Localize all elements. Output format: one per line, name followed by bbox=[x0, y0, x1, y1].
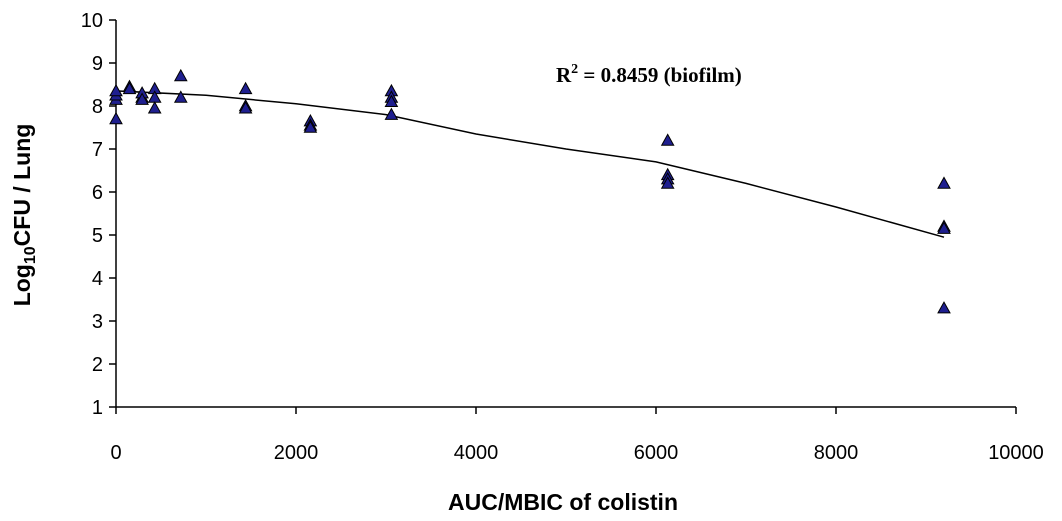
data-points bbox=[109, 68, 951, 314]
y-tick-label: 8 bbox=[92, 96, 103, 118]
data-point-triangle bbox=[660, 176, 675, 189]
data-point-triangle bbox=[122, 81, 137, 95]
y-tick-label: 7 bbox=[92, 139, 103, 161]
data-point-triangle bbox=[303, 120, 318, 133]
r-squared-superscript: 2 bbox=[571, 62, 578, 77]
data-point-triangle bbox=[384, 94, 399, 107]
x-axis-ticks: 0 2000 4000 6000 8000 10000 bbox=[110, 407, 1044, 464]
y-axis-title-rest: CFU / Lung bbox=[9, 124, 35, 247]
x-tick-label: 6000 bbox=[634, 442, 679, 464]
r-squared-annotation: R2 = 0.8459 (biofilm) bbox=[556, 62, 742, 87]
y-tick-label: 9 bbox=[92, 53, 103, 75]
data-point-triangle bbox=[238, 81, 253, 95]
data-point-triangle bbox=[135, 92, 149, 105]
y-tick-label: 2 bbox=[92, 354, 103, 376]
data-point-triangle bbox=[173, 90, 188, 103]
data-point-triangle bbox=[937, 176, 951, 189]
x-tick-label: 0 bbox=[110, 442, 121, 464]
x-axis-title: AUC/MBIC of colistin bbox=[448, 489, 678, 515]
x-tick-label: 2000 bbox=[274, 442, 319, 464]
data-point-triangle bbox=[660, 133, 675, 146]
y-tick-label: 1 bbox=[92, 397, 103, 419]
y-tick-label: 6 bbox=[92, 182, 103, 204]
data-point-triangle bbox=[384, 107, 399, 120]
y-axis-title-subscript: 10 bbox=[22, 246, 39, 264]
y-axis-title-main: Log bbox=[9, 264, 35, 306]
y-axis-title: Log10CFU / Lung bbox=[9, 124, 39, 307]
data-point-triangle bbox=[109, 83, 123, 97]
data-point-triangle bbox=[147, 101, 162, 114]
data-point-triangle bbox=[109, 111, 123, 125]
data-point-triangle bbox=[238, 101, 253, 114]
r-squared-prefix: R bbox=[556, 63, 572, 87]
y-tick-label: 10 bbox=[81, 10, 103, 32]
x-tick-label: 8000 bbox=[814, 442, 859, 464]
data-point-triangle bbox=[173, 68, 188, 82]
data-point-triangle bbox=[937, 221, 951, 234]
y-tick-label: 3 bbox=[92, 311, 103, 333]
x-tick-label: 4000 bbox=[454, 442, 499, 464]
x-tick-label: 10000 bbox=[988, 442, 1044, 464]
y-axis-ticks: 1 2 3 4 5 6 7 8 9 10 bbox=[81, 10, 116, 419]
y-tick-label: 5 bbox=[92, 225, 103, 247]
y-tick-label: 4 bbox=[92, 268, 103, 290]
r-squared-value: = 0.8459 (biofilm) bbox=[578, 63, 742, 87]
trendline bbox=[115, 90, 945, 238]
data-point-triangle bbox=[937, 301, 951, 314]
